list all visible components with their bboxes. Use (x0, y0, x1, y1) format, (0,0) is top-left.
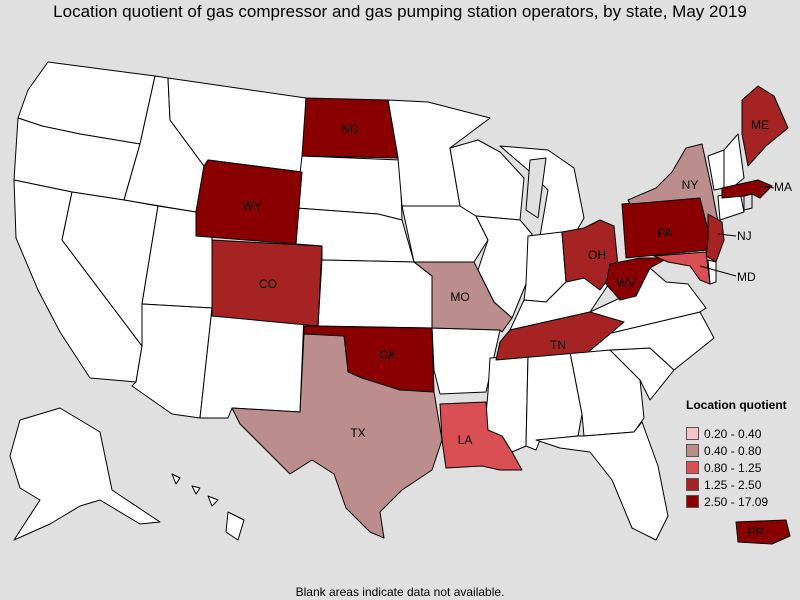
state-tx[interactable] (231, 333, 443, 539)
legend-label: 1.25 - 2.50 (704, 477, 762, 492)
legend-label: 2.50 - 17.09 (704, 494, 769, 509)
legend-item: 0.20 - 0.40 (686, 425, 787, 442)
state-me[interactable] (741, 85, 789, 167)
state-nc[interactable] (587, 311, 715, 371)
legend-item: 2.50 - 17.09 (686, 493, 787, 510)
state-md[interactable] (653, 251, 711, 285)
leader-md (699, 265, 737, 277)
label-nd: ND (341, 122, 359, 136)
label-wv: WV (616, 276, 635, 290)
legend-label: 0.80 - 1.25 (704, 460, 762, 475)
label-pa: PA (657, 226, 672, 240)
leader-ma (759, 185, 775, 189)
state-ma[interactable] (721, 179, 773, 199)
state-pr[interactable] (735, 519, 791, 545)
state-wv[interactable] (605, 257, 669, 301)
state-hi[interactable] (171, 473, 245, 541)
state-wi[interactable] (449, 139, 525, 221)
legend-swatch (686, 478, 699, 491)
legend-item: 0.40 - 0.80 (686, 442, 787, 459)
label-ma: MA (774, 180, 792, 194)
state-mo[interactable] (413, 261, 513, 333)
label-ny: NY (682, 178, 699, 192)
state-az[interactable] (131, 303, 213, 419)
leader-nj (717, 233, 737, 237)
label-me: ME (751, 118, 769, 132)
legend-swatch (686, 461, 699, 474)
state-nm[interactable] (199, 307, 305, 419)
state-la[interactable] (439, 401, 523, 471)
state-fl[interactable] (535, 421, 669, 541)
legend-label: 0.20 - 0.40 (704, 426, 762, 441)
state-ri[interactable] (743, 193, 753, 211)
label-ok: OK (379, 348, 396, 362)
map-title: Location quotient of gas compressor and … (53, 2, 747, 21)
legend-swatch (686, 427, 699, 440)
state-ks[interactable] (317, 259, 433, 329)
state-ak[interactable] (9, 407, 161, 541)
legend-swatch (686, 444, 699, 457)
label-tn: TN (550, 338, 566, 352)
state-tn[interactable] (495, 311, 625, 361)
legend-item: 1.25 - 2.50 (686, 476, 787, 493)
label-la: LA (458, 433, 473, 447)
legend: Location quotient 0.20 - 0.40 0.40 - 0.80… (686, 398, 787, 510)
label-mo: MO (450, 290, 469, 304)
label-co: CO (259, 277, 277, 291)
state-nd[interactable] (301, 97, 399, 159)
state-nh[interactable] (723, 133, 745, 189)
label-nj: NJ (737, 229, 752, 243)
state-nj[interactable] (705, 213, 725, 263)
label-oh: OH (588, 248, 606, 262)
label-tx: TX (350, 426, 365, 440)
state-mi-upper-nodata (525, 157, 547, 219)
footnote: Blank areas indicate data not available. (295, 585, 505, 599)
legend-label: 0.40 - 0.80 (704, 443, 762, 458)
legend-title: Location quotient (686, 398, 787, 412)
state-wy[interactable] (195, 159, 303, 245)
label-pr: PR (748, 525, 765, 539)
legend-item: 0.80 - 1.25 (686, 459, 787, 476)
label-md: MD (737, 270, 756, 284)
label-wy: WY (242, 199, 261, 213)
legend-swatch (686, 495, 699, 508)
